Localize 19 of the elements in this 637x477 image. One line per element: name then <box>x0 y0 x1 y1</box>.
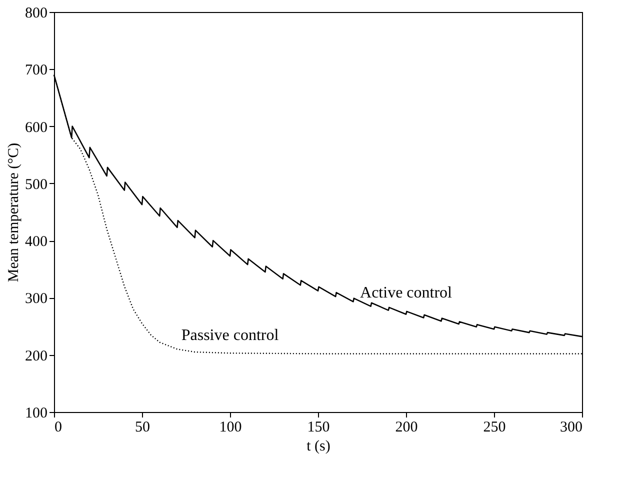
x-tick-label: 50 <box>135 420 150 436</box>
series-label: Passive control <box>181 327 280 344</box>
y-axis-title: Mean temperature (°C) <box>6 142 22 282</box>
y-tick-label: 200 <box>25 348 48 364</box>
x-tick-label: 200 <box>395 420 418 436</box>
x-tick-label: 300 <box>560 420 582 436</box>
y-tick-label: 100 <box>25 406 48 422</box>
x-tick-label: 250 <box>483 420 506 436</box>
y-tick-label: 500 <box>25 176 48 193</box>
x-tick-label: 150 <box>307 420 330 436</box>
y-tick-label: 800 <box>25 6 48 22</box>
y-tick-label: 600 <box>25 120 48 136</box>
y-tick-label: 300 <box>25 291 48 308</box>
y-tick-label: 400 <box>25 234 48 250</box>
x-tick-label: 100 <box>219 420 242 436</box>
y-tick-label: 700 <box>25 62 48 79</box>
series-label: Active control <box>360 284 453 302</box>
x-tick-label: 0 <box>54 420 62 436</box>
x-axis-title: t (s) <box>306 438 330 454</box>
